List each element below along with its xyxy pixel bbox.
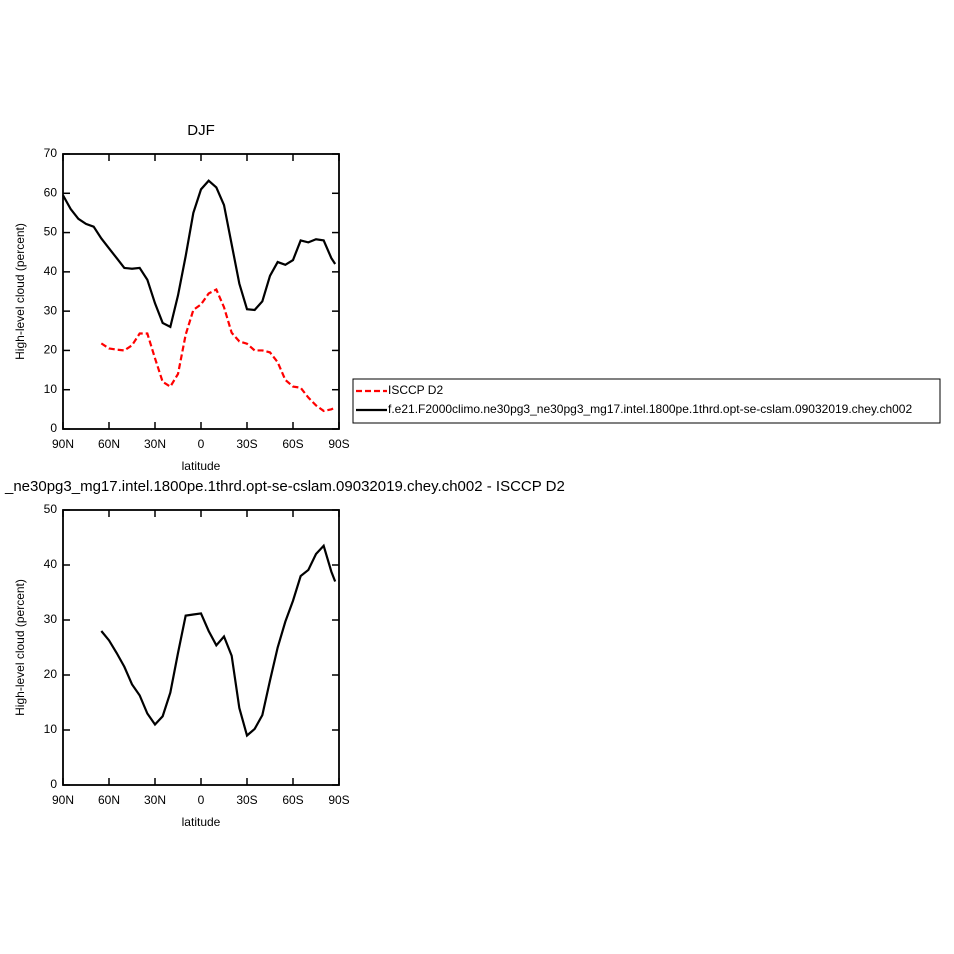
x-tick-label: 30N xyxy=(144,437,166,451)
x-tick-label: 30S xyxy=(236,437,257,451)
plot-frame xyxy=(62,153,340,430)
y-tick-label: 20 xyxy=(44,667,58,681)
y-tick-label: 10 xyxy=(44,382,58,396)
y-tick-label: 40 xyxy=(44,264,58,278)
x-tick-label: 0 xyxy=(198,793,205,807)
y-tick-label: 40 xyxy=(44,557,58,571)
x-axis-label: latitude xyxy=(182,459,221,473)
y-tick-label: 30 xyxy=(44,612,58,626)
y-tick-label: 70 xyxy=(44,146,58,160)
y-tick-label: 0 xyxy=(50,421,57,435)
x-tick-label: 60N xyxy=(98,437,120,451)
y-tick-label: 60 xyxy=(44,185,58,199)
x-tick-label: 60N xyxy=(98,793,120,807)
x-tick-label: 30N xyxy=(144,793,166,807)
x-tick-label: 90S xyxy=(328,437,349,451)
y-axis-label: High-level cloud (percent) xyxy=(13,223,27,360)
x-tick-label: 0 xyxy=(198,437,205,451)
legend-box xyxy=(352,378,941,424)
x-tick-label: 90N xyxy=(52,793,74,807)
y-tick-label: 50 xyxy=(44,502,58,516)
x-tick-label: 30S xyxy=(236,793,257,807)
y-axis-label: High-level cloud (percent) xyxy=(13,579,27,716)
data-line xyxy=(100,288,336,413)
x-axis-label: latitude xyxy=(182,815,221,829)
legend-label: ISCCP D2 xyxy=(388,383,443,397)
y-tick-label: 10 xyxy=(44,722,58,736)
x-tick-label: 90S xyxy=(328,793,349,807)
x-tick-label: 60S xyxy=(282,437,303,451)
x-tick-label: 90N xyxy=(52,437,74,451)
chart-title: DJF xyxy=(187,122,215,139)
y-tick-label: 0 xyxy=(50,777,57,791)
data-line xyxy=(100,543,337,738)
y-tick-label: 50 xyxy=(44,225,58,239)
plot-frame xyxy=(62,509,340,786)
legend-label: f.e21.F2000climo.ne30pg3_ne30pg3_mg17.in… xyxy=(388,402,912,416)
data-line xyxy=(62,179,337,329)
y-tick-label: 20 xyxy=(44,343,58,357)
x-tick-label: 60S xyxy=(282,793,303,807)
chart-title: _ne30pg3_mg17.intel.1800pe.1thrd.opt-se-… xyxy=(4,478,565,495)
y-tick-label: 30 xyxy=(44,303,58,317)
